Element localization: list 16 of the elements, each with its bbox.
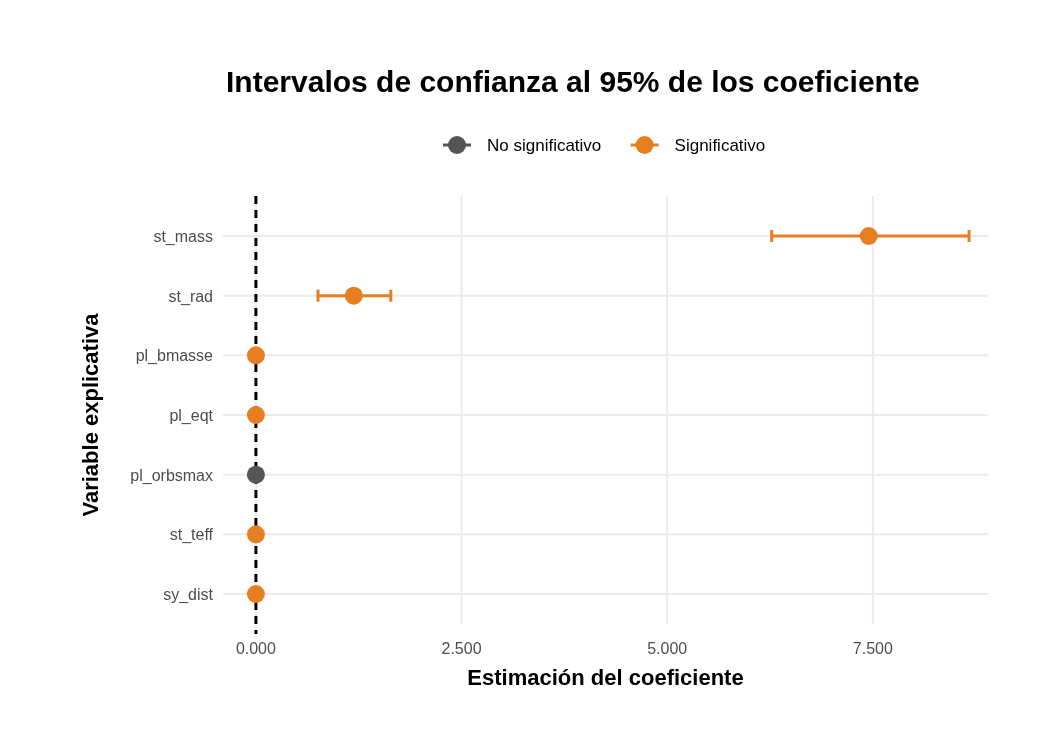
y-tick-label: st_rad xyxy=(168,287,213,306)
y-tick-label: st_teff xyxy=(169,526,214,545)
y-tick-label: pl_bmasse xyxy=(135,347,214,366)
y-tick-label: pl_eqt xyxy=(169,407,214,425)
x-axis-title: Estimación del coeficiente xyxy=(467,665,744,690)
y-tick-label: sy_dist xyxy=(163,586,214,604)
x-tick-label: 5.000 xyxy=(647,640,688,657)
legend-label: Significativo xyxy=(674,136,766,155)
chart-title: Intervalos de confianza al 95% de los coeficiente xyxy=(226,65,920,98)
y-tick-label: st_mass xyxy=(153,228,213,246)
legend-label: No significativo xyxy=(487,136,602,155)
x-tick-label: 7.500 xyxy=(852,640,893,657)
y-axis-title: Variable explicativa xyxy=(78,312,103,517)
y-tick-label: pl_orbsmax xyxy=(130,466,213,485)
x-tick-label: 0.000 xyxy=(235,640,277,657)
x-tick-label: 2.500 xyxy=(441,640,482,657)
